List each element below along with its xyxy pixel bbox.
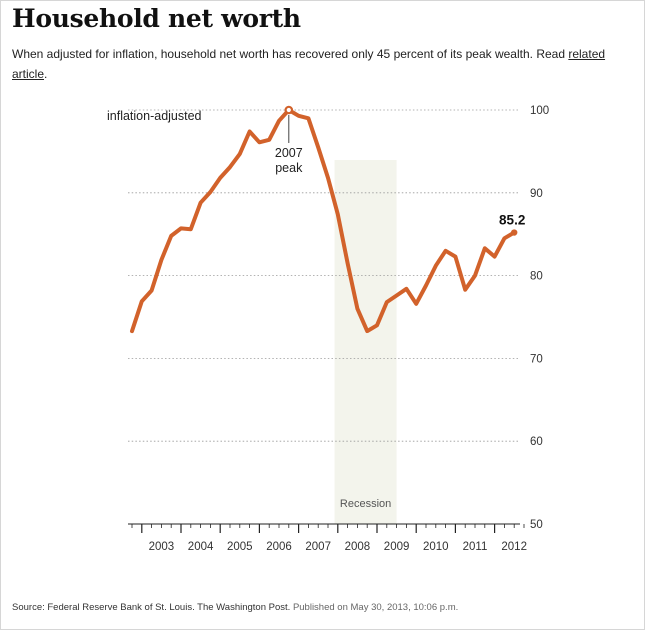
data-point: [208, 190, 212, 194]
data-point: [179, 226, 183, 231]
data-point: [424, 283, 428, 288]
data-point: [248, 129, 252, 134]
data-point: [159, 258, 163, 262]
data-point: [267, 138, 271, 142]
data-point: [365, 329, 369, 333]
annotation-layer: 2007 peak 85.2: [275, 115, 525, 228]
data-point: [346, 261, 350, 265]
data-point: [375, 323, 379, 327]
data-point: [395, 293, 399, 298]
net-worth-chart: Recession 50 60 70 80 90 100 2003 2004 2005 2006…: [107, 105, 549, 553]
data-point: [493, 254, 497, 259]
data-point: [199, 201, 203, 205]
data-point: [316, 145, 320, 149]
chart-subtitle: When adjusted for inflation, household n…: [12, 44, 634, 84]
data-point: [306, 116, 310, 120]
recession-label: Recession: [340, 498, 391, 510]
recession-band: [334, 160, 397, 524]
data-point: [404, 287, 408, 291]
x-axis: 2003 2004 2005 2006 2007 2008 2009 2010 2011 2012: [128, 523, 527, 553]
data-point: [453, 254, 457, 259]
data-point: [434, 264, 438, 268]
series-line-0: [130, 108, 517, 334]
data-point: [189, 227, 193, 231]
subtitle-text: When adjusted for inflation, household n…: [12, 47, 569, 61]
source-line: Source: Federal Reserve Bank of St. Loui…: [12, 602, 458, 613]
series-label: inflation-adjusted: [107, 109, 202, 123]
data-point: [150, 288, 154, 293]
x-tick-label-2007: 2007: [305, 541, 331, 553]
data-point: [385, 300, 389, 304]
line-layer: [130, 105, 518, 334]
published-date: Published on May 30, 2013, 10:06 p.m.: [292, 602, 459, 613]
last-value-marker: [511, 229, 518, 236]
data-point: [277, 119, 281, 123]
y-tick-label-80: 80: [530, 271, 543, 283]
data-point: [140, 299, 144, 303]
data-point: [228, 165, 232, 169]
y-tick-label-90: 90: [530, 188, 543, 200]
x-tick-label-2012: 2012: [501, 541, 527, 553]
source-text: Source: Federal Reserve Bank of St. Loui…: [12, 602, 291, 613]
data-point: [257, 140, 261, 144]
grid-layer: 50 60 70 80 90 100: [128, 105, 549, 531]
chart-title: Household net worth: [12, 4, 301, 33]
peak-label-year: 2007: [275, 146, 303, 160]
x-tick-label-2011: 2011: [463, 541, 488, 553]
x-tick-label-2009: 2009: [384, 541, 410, 553]
data-point: [463, 288, 467, 292]
data-point: [336, 212, 340, 216]
data-point: [502, 236, 506, 240]
y-tick-label-70: 70: [530, 353, 543, 365]
peak-marker: [284, 105, 294, 115]
data-point: [473, 274, 477, 278]
x-tick-label-2010: 2010: [423, 541, 449, 553]
peak-label-text: peak: [275, 161, 303, 175]
data-point: [218, 176, 222, 180]
x-tick-label-2004: 2004: [188, 541, 214, 553]
related-article-link[interactable]: related article: [12, 47, 606, 81]
data-point: [483, 246, 487, 250]
x-tick-label-2008: 2008: [345, 541, 371, 553]
recession-layer: Recession: [334, 160, 397, 524]
subtitle-end: .: [44, 67, 48, 81]
data-point: [355, 307, 359, 311]
x-tick-label-2006: 2006: [266, 541, 292, 553]
data-point: [444, 249, 448, 253]
y-tick-label-50: 50: [530, 519, 543, 531]
data-point: [238, 152, 242, 156]
last-value-label: 85.2: [499, 213, 525, 228]
data-point: [414, 302, 418, 306]
y-tick-label-100: 100: [530, 105, 549, 117]
data-point: [130, 329, 134, 333]
x-tick-label-2005: 2005: [227, 541, 253, 553]
data-point: [169, 234, 173, 238]
y-tick-label-60: 60: [530, 436, 543, 448]
x-tick-label-2003: 2003: [149, 541, 175, 553]
data-point: [326, 176, 330, 180]
data-point: [297, 114, 301, 118]
